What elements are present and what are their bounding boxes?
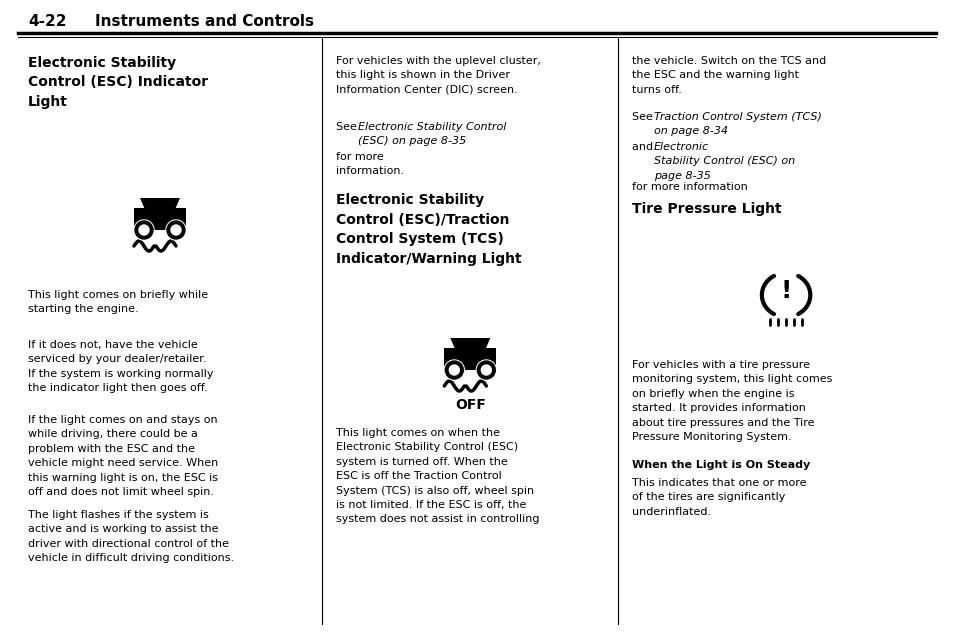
Text: See: See (336, 122, 360, 132)
Text: Electronic Stability Control
(ESC) on page 8-35: Electronic Stability Control (ESC) on pa… (358, 122, 506, 146)
Circle shape (135, 221, 152, 239)
Text: Traction Control System (TCS)
on page 8-34: Traction Control System (TCS) on page 8-… (654, 112, 821, 137)
Text: See: See (632, 112, 656, 122)
Text: This indicates that one or more
of the tires are significantly
underinflated.: This indicates that one or more of the t… (632, 478, 806, 517)
Text: Electronic
Stability Control (ESC) on
page 8-35: Electronic Stability Control (ESC) on pa… (654, 142, 795, 181)
Text: Instruments and Controls: Instruments and Controls (95, 15, 314, 29)
Circle shape (476, 360, 496, 380)
Circle shape (476, 361, 495, 379)
Text: Tire Pressure Light: Tire Pressure Light (632, 202, 781, 216)
Text: OFF: OFF (455, 398, 485, 412)
Text: When the Light is On Steady: When the Light is On Steady (632, 460, 810, 470)
Text: the vehicle. Switch on the TCS and
the ESC and the warning light
turns off.: the vehicle. Switch on the TCS and the E… (632, 56, 825, 95)
Polygon shape (450, 338, 490, 352)
Circle shape (445, 361, 463, 379)
Circle shape (167, 221, 185, 239)
Circle shape (444, 360, 464, 380)
Text: This light comes on briefly while
starting the engine.: This light comes on briefly while starti… (28, 290, 208, 315)
Text: !: ! (780, 279, 791, 303)
Text: Electronic Stability
Control (ESC)/Traction
Control System (TCS)
Indicator/Warni: Electronic Stability Control (ESC)/Tract… (336, 193, 521, 265)
Text: For vehicles with the uplevel cluster,
this light is shown in the Driver
Informa: For vehicles with the uplevel cluster, t… (336, 56, 540, 95)
Circle shape (133, 220, 153, 240)
Circle shape (171, 225, 181, 235)
Text: If the light comes on and stays on
while driving, there could be a
problem with : If the light comes on and stays on while… (28, 415, 218, 497)
Circle shape (481, 365, 491, 375)
Circle shape (166, 220, 186, 240)
Text: If it does not, have the vehicle
serviced by your dealer/retailer.
If the system: If it does not, have the vehicle service… (28, 340, 213, 393)
Text: Electronic Stability
Control (ESC) Indicator
Light: Electronic Stability Control (ESC) Indic… (28, 56, 208, 109)
Text: This light comes on when the
Electronic Stability Control (ESC)
system is turned: This light comes on when the Electronic … (336, 428, 539, 524)
Polygon shape (140, 198, 180, 212)
Text: for more information: for more information (632, 182, 747, 192)
Polygon shape (444, 348, 496, 370)
Text: and: and (632, 142, 656, 152)
Circle shape (449, 365, 458, 375)
Text: for more
information.: for more information. (336, 152, 404, 176)
Text: 4-22: 4-22 (28, 15, 67, 29)
Polygon shape (133, 208, 186, 230)
Text: For vehicles with a tire pressure
monitoring system, this light comes
on briefly: For vehicles with a tire pressure monito… (632, 360, 832, 442)
Circle shape (139, 225, 149, 235)
Text: The light flashes if the system is
active and is working to assist the
driver wi: The light flashes if the system is activ… (28, 510, 233, 563)
